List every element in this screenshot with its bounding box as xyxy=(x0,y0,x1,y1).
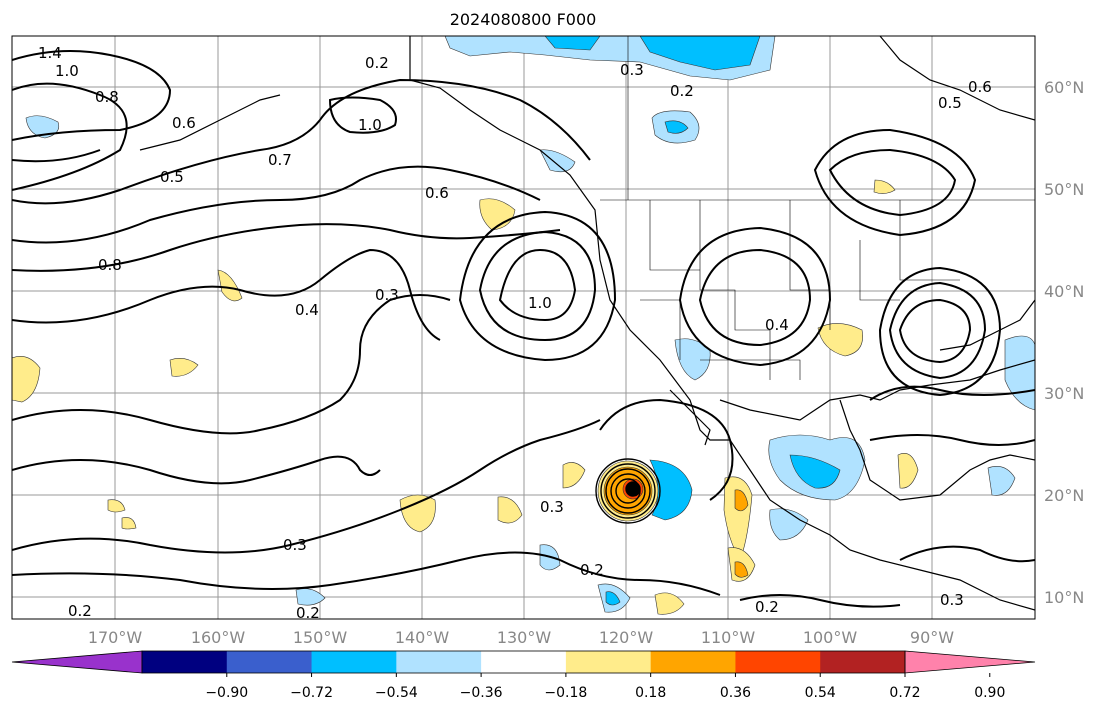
colorbar-tick-label: −0.72 xyxy=(290,685,333,701)
colorbar-tick-label: 0.90 xyxy=(974,685,1005,701)
colorbar-extend-high xyxy=(904,650,1036,674)
contour-label: 0.8 xyxy=(95,88,119,106)
colorbar-segment xyxy=(650,651,736,673)
contour-label: 0.5 xyxy=(938,94,962,112)
contour-label: 1.0 xyxy=(358,116,382,134)
map-border xyxy=(11,35,1036,620)
lat-label: 60°N xyxy=(1044,78,1084,97)
colorbar-segment xyxy=(820,651,906,673)
colorbar-segment xyxy=(226,651,313,673)
lat-label: 20°N xyxy=(1044,486,1084,505)
contour-label: 0.2 xyxy=(580,561,604,579)
contour-label: 0.2 xyxy=(296,604,320,622)
contour-label: 0.3 xyxy=(540,498,564,516)
lon-label: 110°W xyxy=(701,628,756,647)
colorbar xyxy=(11,650,1036,677)
contour-label: 0.7 xyxy=(268,151,292,169)
lat-label: 50°N xyxy=(1044,180,1084,199)
contour-label: 0.3 xyxy=(375,286,399,304)
contour-label: 0.2 xyxy=(755,598,779,616)
colorbar-tick-label: 0.72 xyxy=(889,685,920,701)
contour-label: 0.2 xyxy=(68,602,92,620)
latitude-axis: 60°N 50°N 40°N 30°N 20°N 10°N xyxy=(1044,78,1084,607)
colorbar-outline xyxy=(141,650,906,674)
shaded-anomalies xyxy=(12,36,1035,615)
lon-label: 140°W xyxy=(395,628,450,647)
contour-label: 0.3 xyxy=(620,61,644,79)
contour-label-group: 1.4 1.0 0.8 0.6 0.5 0.8 0.4 0.3 0.6 1.0 … xyxy=(38,44,992,622)
contour-label: 0.8 xyxy=(98,256,122,274)
contour-label: 0.6 xyxy=(425,184,449,202)
contour-label: 1.0 xyxy=(528,294,552,312)
colorbar-tick-label: 0.36 xyxy=(720,685,751,701)
coastlines xyxy=(139,36,1035,611)
colorbar-segment xyxy=(565,651,652,673)
contour-label: 1.4 xyxy=(38,44,62,62)
colorbar-ticks: −0.90 −0.72 −0.54 −0.36 −0.18 0.18 0.36 0.54 0.7… xyxy=(205,685,1005,701)
hurricane-contours xyxy=(595,458,661,524)
lon-label: 130°W xyxy=(497,628,552,647)
colorbar-tick-label: −0.18 xyxy=(544,685,587,701)
map-title: 2024080800 F000 xyxy=(449,10,597,29)
contour-label: 0.2 xyxy=(365,54,389,72)
lat-label: 40°N xyxy=(1044,282,1084,301)
colorbar-segment xyxy=(481,651,567,673)
contour-label: 0.2 xyxy=(670,82,694,100)
lat-label: 30°N xyxy=(1044,384,1084,403)
colorbar-tick-label: −0.90 xyxy=(205,685,248,701)
longitude-axis: 170°W 160°W 150°W 140°W 130°W 120°W 110°… xyxy=(88,628,954,647)
contour-label: 0.3 xyxy=(283,536,307,554)
colorbar-tick-label: 0.18 xyxy=(635,685,666,701)
lon-label: 150°W xyxy=(293,628,348,647)
colorbar-extend-low xyxy=(11,650,143,674)
contour-label: 0.4 xyxy=(765,316,789,334)
lon-label: 170°W xyxy=(88,628,143,647)
lon-label: 160°W xyxy=(191,628,246,647)
colorbar-segment xyxy=(142,651,228,673)
contour-label: 0.4 xyxy=(295,301,319,319)
map-content: 1.4 1.0 0.8 0.6 0.5 0.8 0.4 0.3 0.6 1.0 … xyxy=(12,36,1035,622)
colorbar-tick-label: −0.36 xyxy=(460,685,503,701)
colorbar-segment xyxy=(735,651,821,673)
lat-label: 10°N xyxy=(1044,588,1084,607)
contour-label: 0.5 xyxy=(160,168,184,186)
contour-label: 1.0 xyxy=(55,62,79,80)
borders xyxy=(600,36,1035,380)
colorbar-segment xyxy=(311,651,397,673)
colorbar-segment xyxy=(396,651,482,673)
contour-label: 0.6 xyxy=(968,78,992,96)
lon-label: 90°W xyxy=(910,628,954,647)
contour-label: 0.6 xyxy=(172,114,196,132)
colorbar-tick-label: 0.54 xyxy=(805,685,836,701)
colorbar-tick-label: −0.54 xyxy=(375,685,418,701)
graticule xyxy=(12,36,1035,619)
contour-lines xyxy=(12,50,1035,608)
lon-label: 100°W xyxy=(803,628,858,647)
lon-label: 120°W xyxy=(599,628,654,647)
contour-label: 0.3 xyxy=(940,591,964,609)
